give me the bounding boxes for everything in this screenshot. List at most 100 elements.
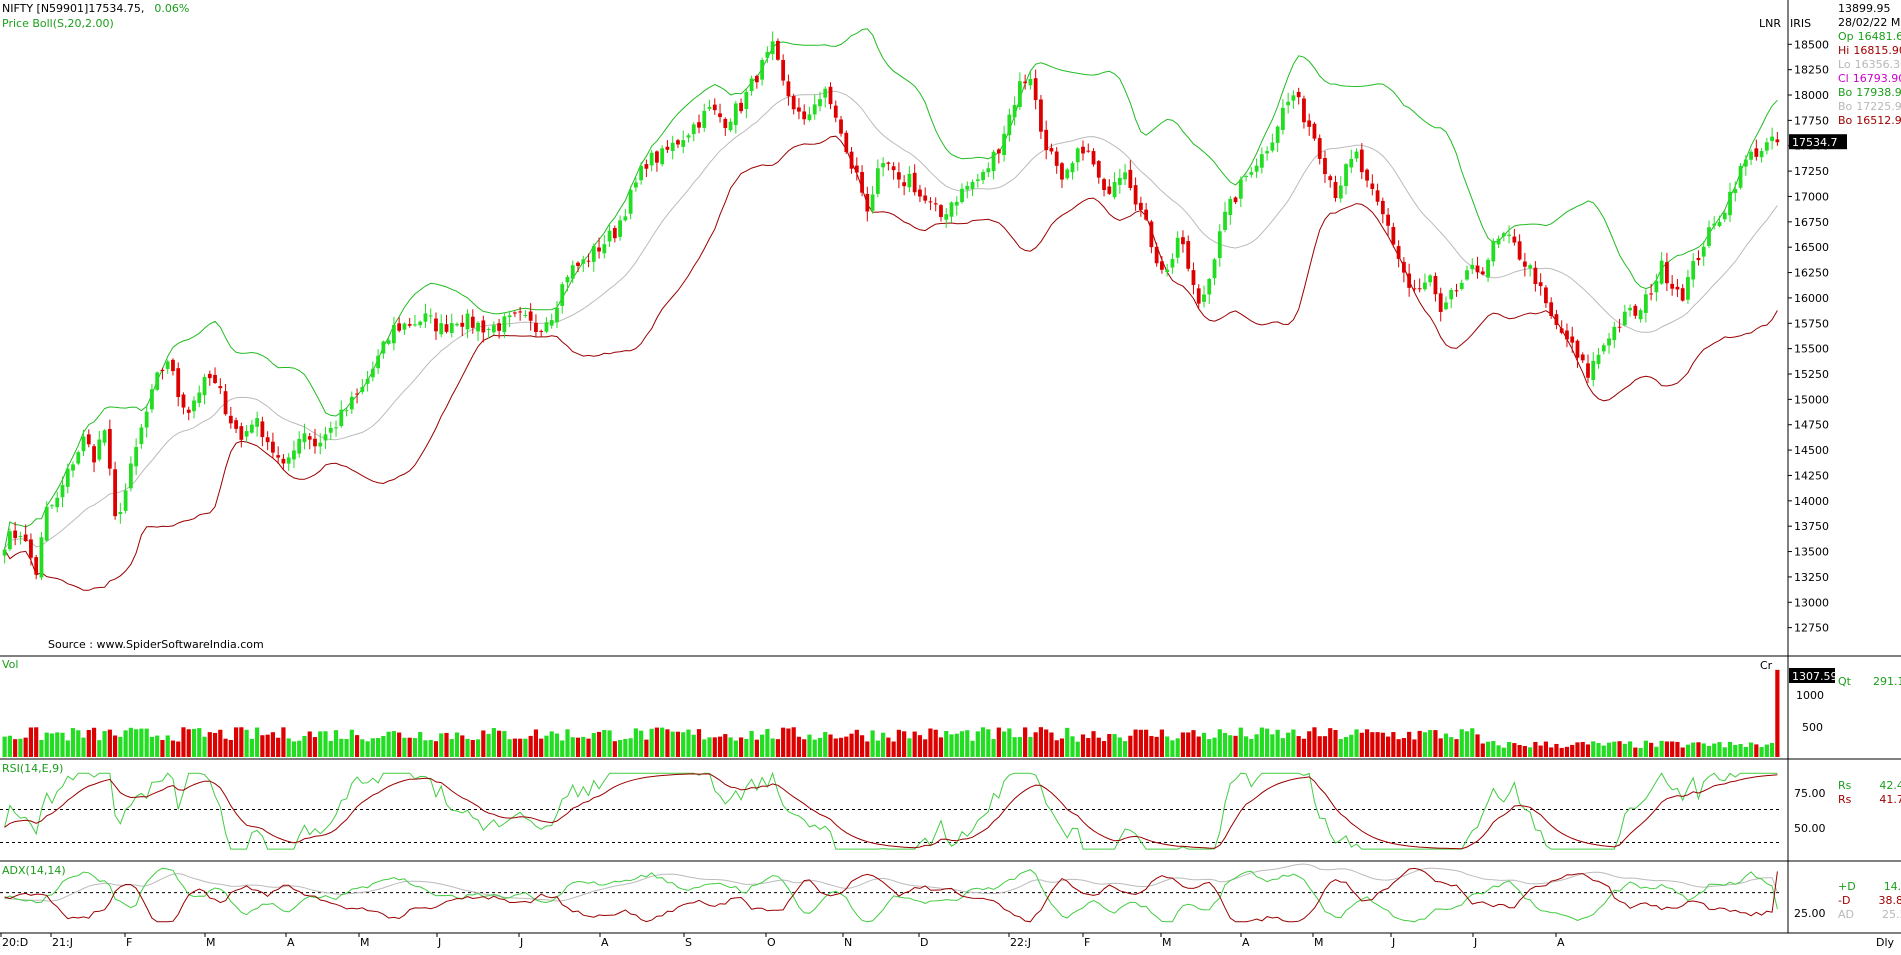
volume-bar — [76, 730, 81, 757]
volume-bar — [328, 740, 333, 757]
candle-body — [518, 311, 523, 313]
volume-bar — [1712, 743, 1717, 757]
candle-body — [307, 436, 312, 440]
candle-body — [455, 323, 459, 326]
volume-bar — [581, 736, 586, 757]
x-axis-label: 21:J — [52, 936, 73, 949]
candle-body — [1480, 271, 1485, 275]
info-label: Hi — [1838, 44, 1849, 57]
candle-body — [702, 110, 707, 128]
candle-body — [681, 140, 686, 147]
candle-body — [960, 188, 964, 203]
candle-body — [1307, 120, 1312, 127]
volume-bar — [686, 729, 691, 757]
volume-bar — [339, 738, 344, 757]
candle-body — [1070, 163, 1075, 173]
candle-body — [1123, 172, 1127, 180]
candle-body — [818, 99, 822, 107]
volume-bar — [702, 739, 707, 757]
volume-bar — [1517, 744, 1522, 757]
candle-body — [7, 531, 12, 550]
volume-bar — [1585, 744, 1591, 757]
candle-body — [1207, 278, 1212, 295]
candle-body — [1749, 151, 1753, 160]
candle-body — [1359, 149, 1364, 173]
volume-bar — [565, 729, 570, 757]
volume-bar — [760, 734, 765, 757]
volume-bar — [1412, 739, 1417, 757]
candle-body — [1754, 148, 1759, 157]
volume-bar — [1222, 732, 1228, 757]
volume-bar — [1480, 743, 1485, 757]
candle-body — [370, 368, 375, 378]
volume-bar — [23, 737, 28, 757]
volume-panel-label: Vol — [2, 658, 18, 671]
price-tick-label: 15250 — [1794, 368, 1829, 381]
volume-bar — [1449, 737, 1454, 757]
candle-body — [1764, 142, 1769, 151]
candle-body — [1743, 159, 1748, 167]
candle-body — [1622, 311, 1627, 326]
candle-body — [1486, 259, 1490, 278]
rsi-readout: Rs 41.72 — [1838, 793, 1901, 806]
candle-body — [218, 386, 223, 389]
candle-body — [707, 106, 712, 109]
volume-bar — [118, 736, 123, 757]
qt-label: Qt — [1838, 675, 1852, 688]
volume-bar — [849, 733, 854, 757]
volume-bar — [1596, 743, 1601, 757]
volume-bar — [875, 740, 880, 757]
volume-bar — [1606, 742, 1612, 757]
volume-bar — [1359, 732, 1364, 757]
candle-body — [271, 441, 275, 453]
volume-tick-label: 1000 — [1796, 689, 1824, 702]
candle-body — [260, 421, 265, 438]
volume-bar — [1065, 727, 1070, 757]
candle-body — [839, 119, 843, 134]
volume-bar — [1685, 744, 1691, 757]
candle-body — [55, 497, 60, 508]
volume-bar — [439, 733, 444, 757]
volume-bar — [696, 729, 702, 757]
candle-body — [549, 320, 554, 326]
price-tick-label: 13500 — [1794, 546, 1829, 559]
candle-body — [1202, 294, 1206, 302]
candle-body — [349, 396, 354, 410]
candle-body — [39, 537, 44, 578]
volume-bar — [249, 738, 254, 757]
candle-body — [781, 60, 786, 81]
bollinger-middle-line — [4, 90, 1778, 550]
volume-bar — [1764, 744, 1769, 757]
volume-bar — [1144, 729, 1149, 757]
candle-body — [376, 355, 381, 369]
volume-bar — [1154, 736, 1159, 757]
price-tick-label: 14750 — [1794, 419, 1829, 432]
candle-body — [1075, 148, 1080, 163]
volume-tick-label: 500 — [1802, 721, 1823, 734]
volume-bar — [770, 738, 775, 757]
candle-body — [786, 81, 791, 97]
candle-body — [1701, 246, 1706, 257]
volume-bar — [354, 735, 360, 757]
adx-readout: AD 25.37 — [1838, 908, 1901, 921]
volume-bar — [423, 740, 428, 757]
candle-body — [1228, 198, 1233, 215]
candle-body — [1691, 261, 1696, 280]
candle-body — [1617, 326, 1622, 328]
candle-body — [92, 446, 96, 463]
price-tick-label: 15500 — [1794, 343, 1829, 356]
candle-body — [1175, 237, 1180, 258]
candle-body — [1186, 241, 1191, 269]
candle-body — [1039, 99, 1043, 132]
volume-bar — [44, 732, 49, 757]
candle-body — [833, 105, 838, 118]
volume-bar — [1133, 729, 1138, 757]
volume-bar — [1638, 747, 1643, 757]
candle-body — [2, 549, 7, 556]
candle-body — [144, 411, 149, 428]
candle-body — [1144, 209, 1149, 220]
volume-bar — [1265, 728, 1270, 757]
price-tick-label: 13250 — [1794, 571, 1829, 584]
volume-bar — [291, 741, 297, 757]
candle-body — [1354, 151, 1359, 159]
